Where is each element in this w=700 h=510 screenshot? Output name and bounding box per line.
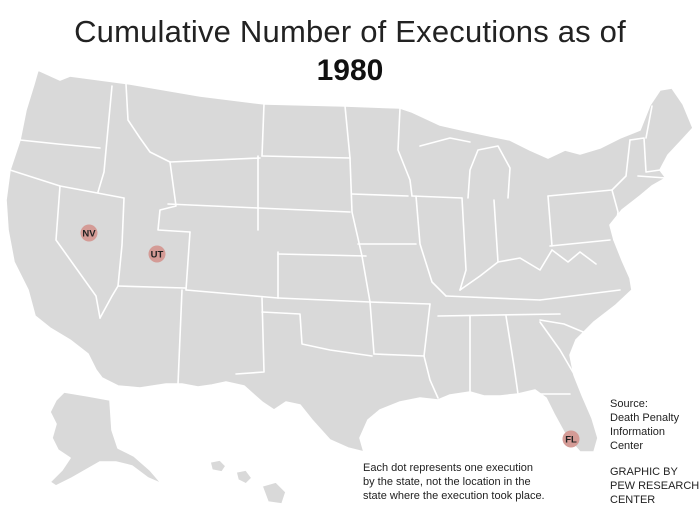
execution-dot-ut: UT: [148, 245, 166, 263]
credit-line-2: PEW RESEARCH: [610, 480, 700, 492]
contiguous-us-landmass: [5, 69, 694, 453]
dot-label-fl: FL: [565, 435, 577, 446]
dot-label-ut: UT: [151, 250, 164, 261]
execution-dot-nv: NV: [80, 224, 98, 242]
source-line-2: Death Penalty: [610, 412, 680, 424]
hawaii-landmass: [209, 459, 287, 505]
source-line-4: Center: [610, 440, 644, 452]
state-borders: [9, 83, 667, 399]
source-line-1: Source:: [610, 398, 648, 410]
map-title: Cumulative Number of Executions as of: [74, 14, 626, 49]
execution-dot-fl: FL: [562, 430, 580, 448]
note-line-2: by the state, not the location in the: [363, 476, 531, 488]
note-line-3: state where the execution took place.: [363, 490, 545, 502]
graphic-credit: GRAPHIC BY PEW RESEARCH CENTER: [610, 465, 700, 507]
source-line-3: Information: [610, 426, 666, 438]
source-note: Source: Death Penalty Information Center: [610, 397, 700, 453]
credit-line-3: CENTER: [610, 494, 656, 506]
execution-dots: NV UT FL: [80, 224, 580, 448]
map-year: 1980: [316, 54, 384, 87]
alaska-landmass: [49, 391, 163, 487]
credit-line-1: GRAPHIC BY: [610, 466, 678, 478]
dot-label-nv: NV: [82, 229, 96, 240]
dot-explanation-note: Each dot represents one execution by the…: [363, 461, 573, 503]
note-line-1: Each dot represents one execution: [363, 462, 534, 474]
